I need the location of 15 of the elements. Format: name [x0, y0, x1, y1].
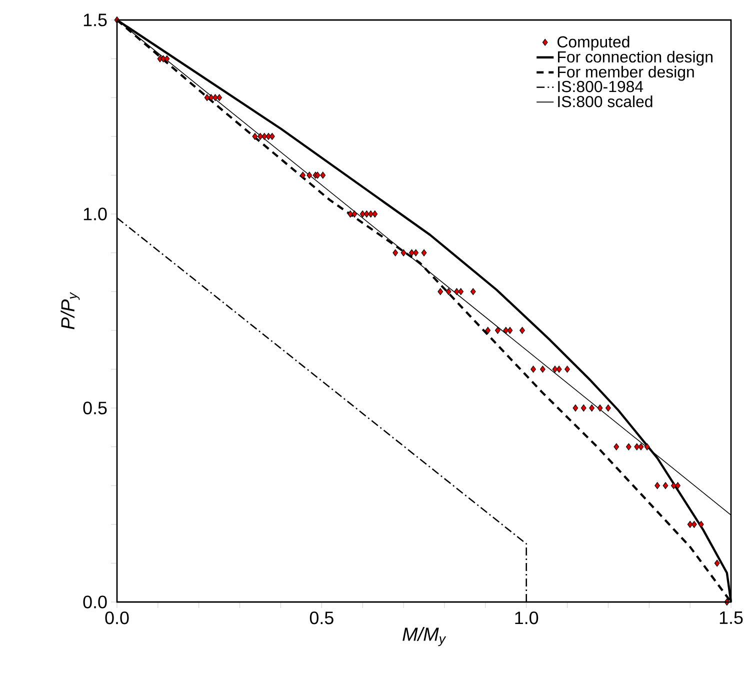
y-tick-label: 1.0: [84, 208, 107, 220]
legend-label: Computed: [558, 36, 630, 51]
legend-label: For member design: [558, 66, 694, 81]
x-axis-title: M/M$_{y}$: [402, 627, 446, 646]
y-tick-label: 0.5: [83, 402, 107, 414]
y-tick-label: 0.0: [83, 596, 107, 608]
legend-label: For connection design: [558, 50, 712, 66]
x-tick-label: 0.5: [310, 612, 334, 624]
y-tick-label: 1.5: [84, 14, 107, 26]
x-tick-label: 1.0: [515, 612, 538, 624]
legend-label: IS:800 scaled: [558, 96, 652, 108]
y-axis-title: P/P$_{y}$: [60, 292, 80, 330]
x-tick-label: 1.5: [720, 612, 743, 624]
x-tick-label: 0.0: [105, 612, 129, 624]
legend-label: IS:800-1984: [558, 80, 644, 92]
